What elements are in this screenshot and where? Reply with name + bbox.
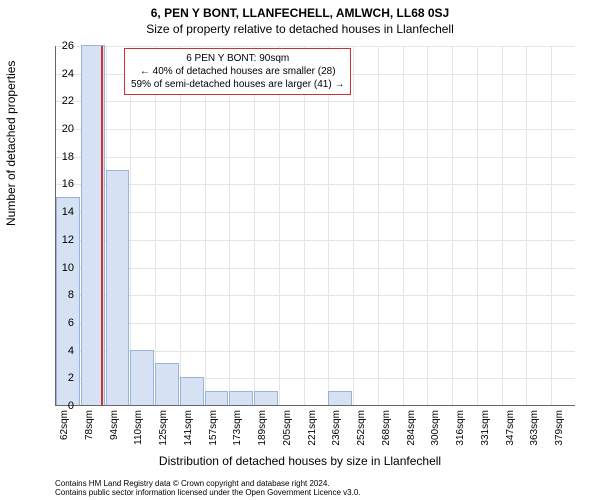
x-tick-label: 268sqm [381, 410, 392, 460]
x-tick-label: 331sqm [480, 410, 491, 460]
x-tick-label: 157sqm [208, 410, 219, 460]
chart-title-main: 6, PEN Y BONT, LLANFECHELL, AMLWCH, LL68… [0, 0, 600, 20]
y-tick-label: 26 [44, 40, 74, 52]
x-tick-label: 173sqm [232, 410, 243, 460]
histogram-bar [180, 377, 204, 405]
gridline-horizontal [56, 268, 575, 269]
gridline-vertical [205, 46, 206, 405]
gridline-vertical [378, 46, 379, 405]
x-tick-label: 363sqm [529, 410, 540, 460]
x-tick-label: 78sqm [84, 410, 95, 460]
gridline-vertical [279, 46, 280, 405]
y-tick-label: 14 [44, 206, 74, 218]
y-tick-label: 10 [44, 262, 74, 274]
gridline-horizontal [56, 184, 575, 185]
gridline-vertical [254, 46, 255, 405]
property-marker-line [101, 46, 103, 405]
histogram-bar [106, 170, 130, 405]
x-tick-label: 221sqm [307, 410, 318, 460]
x-tick-label: 300sqm [430, 410, 441, 460]
x-tick-label: 284sqm [406, 410, 417, 460]
y-tick-label: 20 [44, 123, 74, 135]
histogram-bar [155, 363, 179, 405]
gridline-horizontal [56, 295, 575, 296]
gridline-vertical [551, 46, 552, 405]
x-tick-label: 205sqm [282, 410, 293, 460]
gridline-vertical [353, 46, 354, 405]
footer-line-2: Contains public sector information licen… [55, 488, 361, 498]
y-tick-label: 18 [44, 151, 74, 163]
x-tick-label: 379sqm [554, 410, 565, 460]
annotation-box: 6 PEN Y BONT: 90sqm← 40% of detached hou… [124, 48, 351, 95]
gridline-horizontal [56, 46, 575, 47]
annotation-line-2: ← 40% of detached houses are smaller (28… [131, 65, 344, 78]
histogram-bar [205, 391, 229, 405]
gridline-vertical [502, 46, 503, 405]
gridline-vertical [477, 46, 478, 405]
gridline-vertical [403, 46, 404, 405]
gridline-vertical [427, 46, 428, 405]
gridline-vertical [155, 46, 156, 405]
y-tick-label: 4 [44, 345, 74, 357]
chart-area: 6 PEN Y BONT: 90sqm← 40% of detached hou… [55, 46, 575, 406]
gridline-vertical [526, 46, 527, 405]
x-tick-label: 316sqm [455, 410, 466, 460]
y-tick-label: 12 [44, 234, 74, 246]
y-tick-label: 16 [44, 178, 74, 190]
gridline-horizontal [56, 157, 575, 158]
histogram-bar [254, 391, 278, 405]
gridline-horizontal [56, 212, 575, 213]
x-tick-label: 236sqm [331, 410, 342, 460]
x-tick-label: 125sqm [158, 410, 169, 460]
gridline-vertical [328, 46, 329, 405]
histogram-bar [130, 350, 154, 405]
gridline-horizontal [56, 240, 575, 241]
histogram-bar [328, 391, 352, 405]
gridline-vertical [452, 46, 453, 405]
gridline-vertical [304, 46, 305, 405]
x-tick-label: 252sqm [356, 410, 367, 460]
plot-area: 6 PEN Y BONT: 90sqm← 40% of detached hou… [55, 46, 575, 406]
y-tick-label: 6 [44, 317, 74, 329]
y-tick-label: 8 [44, 289, 74, 301]
x-tick-label: 347sqm [505, 410, 516, 460]
y-tick-label: 22 [44, 95, 74, 107]
gridline-horizontal [56, 323, 575, 324]
annotation-line-1: 6 PEN Y BONT: 90sqm [131, 52, 344, 65]
footer-line-1: Contains HM Land Registry data © Crown c… [55, 479, 361, 489]
annotation-line-3: 59% of semi-detached houses are larger (… [131, 78, 344, 91]
y-tick-label: 2 [44, 372, 74, 384]
footer-attribution: Contains HM Land Registry data © Crown c… [55, 479, 361, 498]
x-tick-label: 141sqm [183, 410, 194, 460]
x-tick-label: 110sqm [133, 410, 144, 460]
y-tick-label: 24 [44, 68, 74, 80]
y-axis-label: Number of detached properties [4, 61, 18, 226]
x-tick-label: 189sqm [257, 410, 268, 460]
x-tick-label: 62sqm [59, 410, 70, 460]
gridline-horizontal [56, 129, 575, 130]
gridline-vertical [180, 46, 181, 405]
gridline-horizontal [56, 101, 575, 102]
gridline-vertical [229, 46, 230, 405]
chart-title-sub: Size of property relative to detached ho… [0, 20, 600, 40]
histogram-bar [229, 391, 253, 405]
x-tick-label: 94sqm [109, 410, 120, 460]
